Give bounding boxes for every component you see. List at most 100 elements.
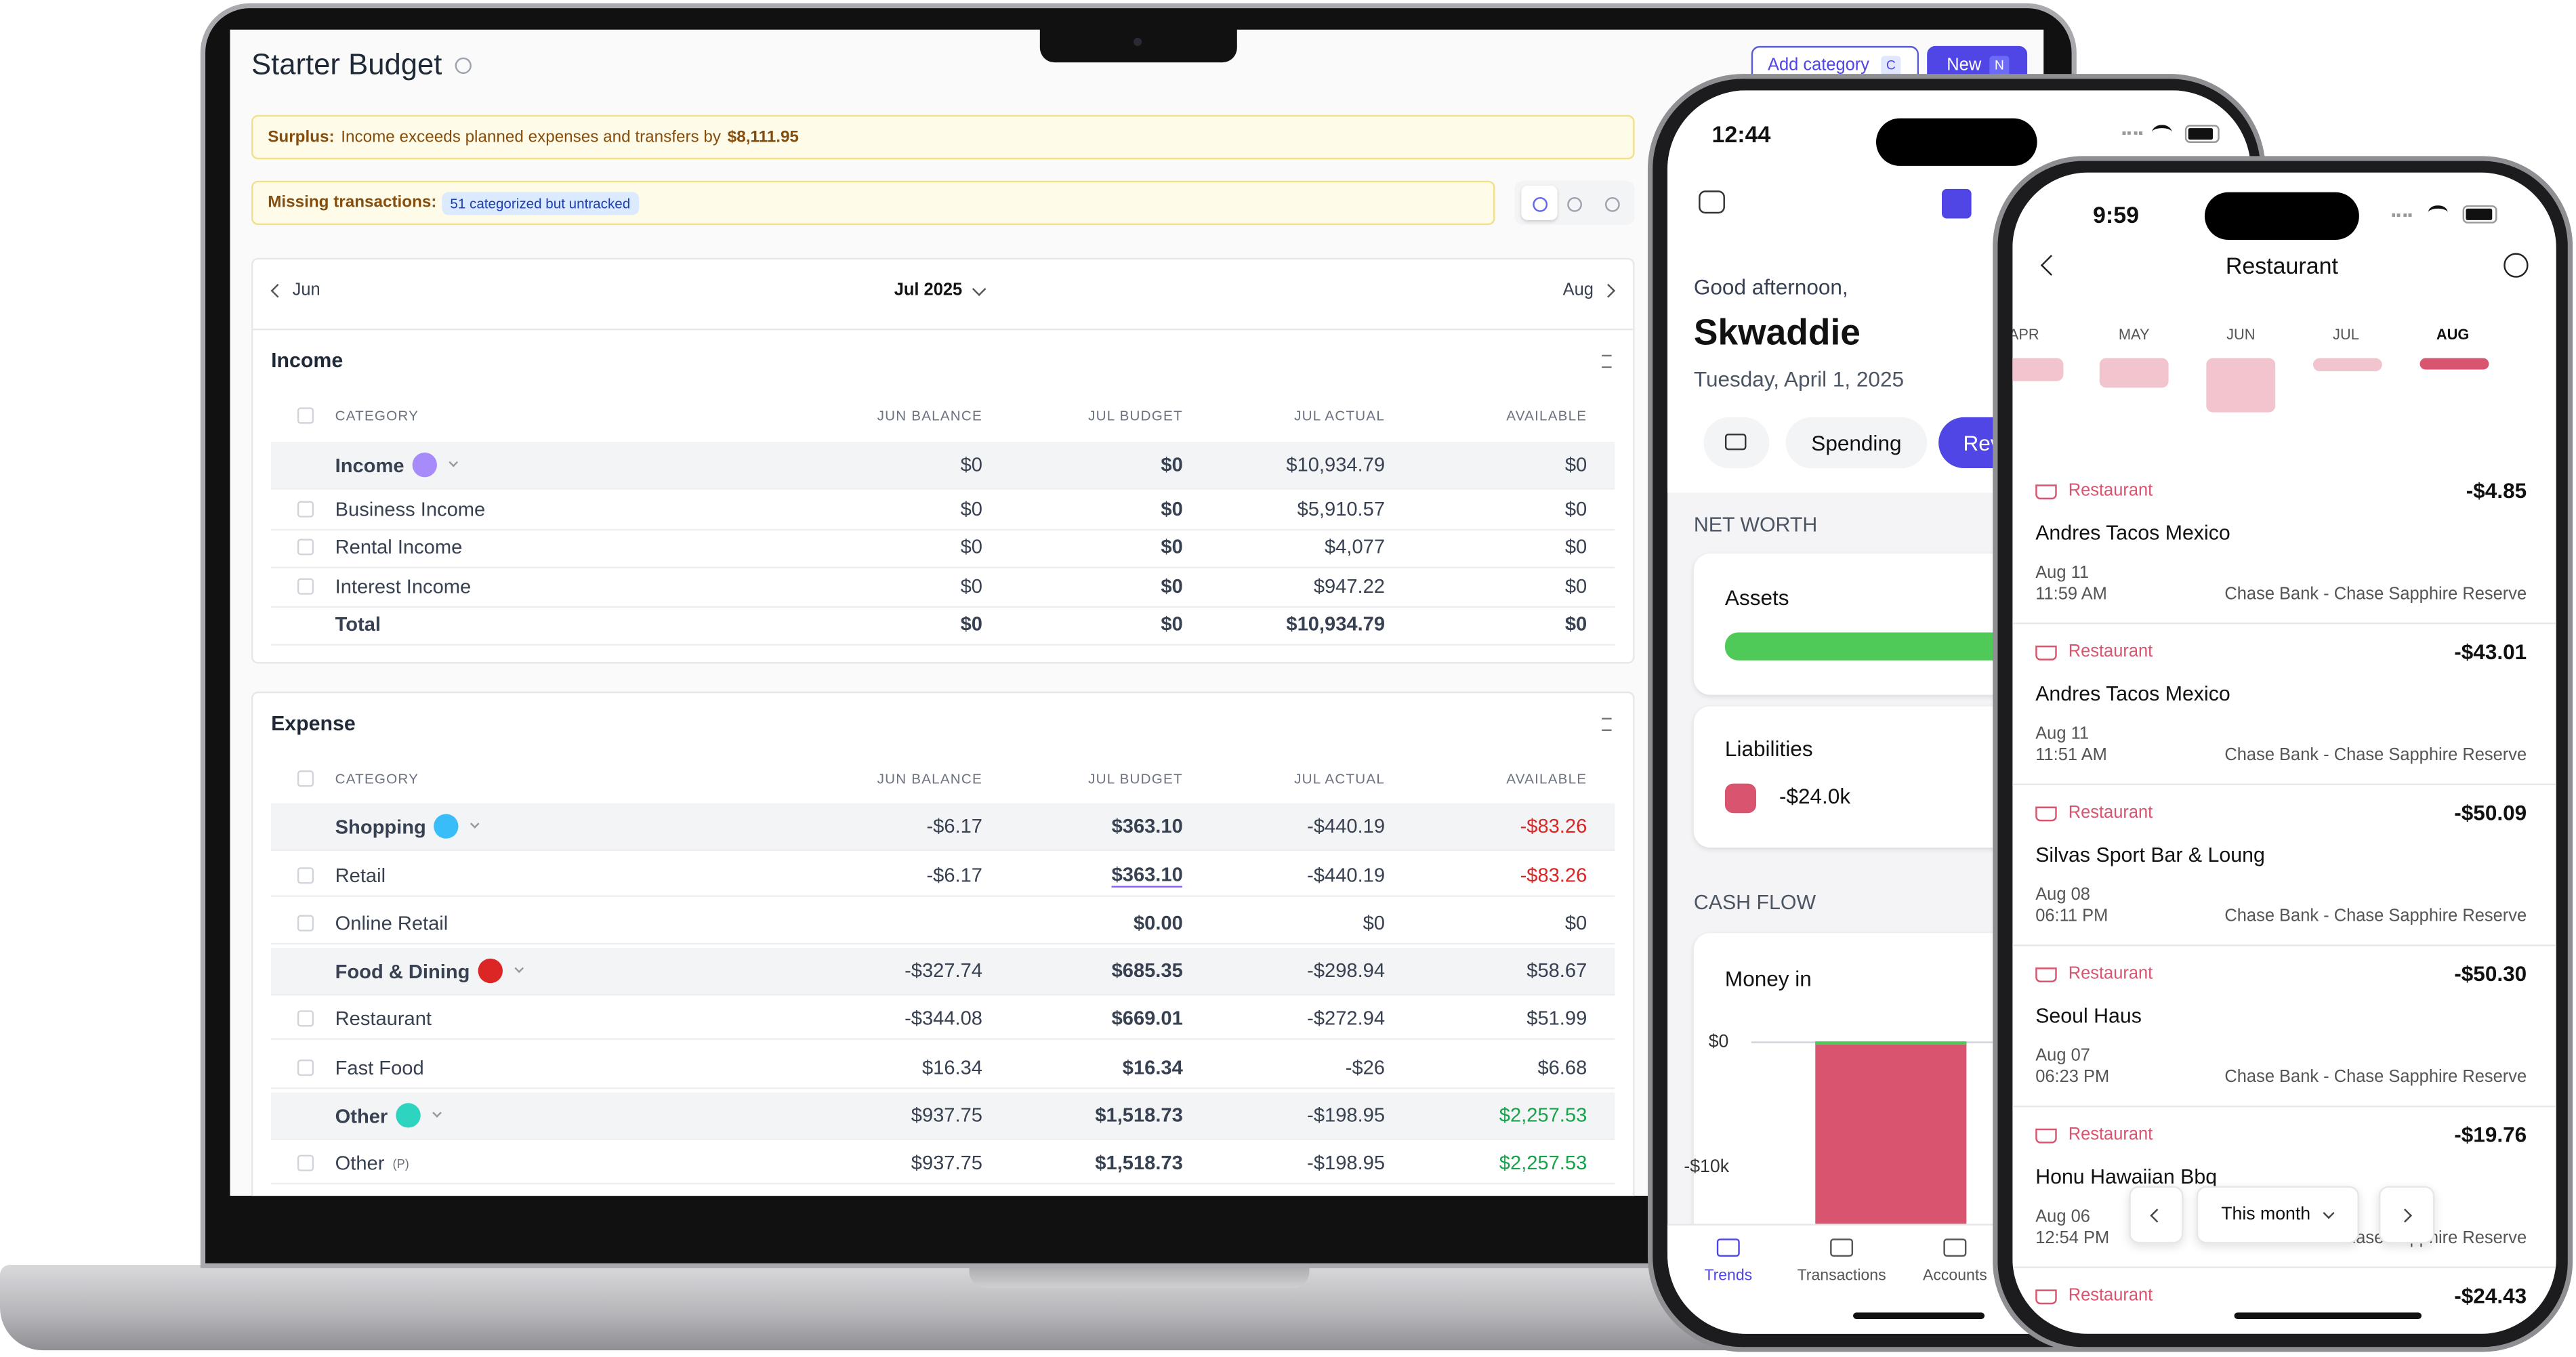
transaction-amount: -$24.43 bbox=[2454, 1283, 2527, 1308]
category-name: Food & Dining bbox=[335, 959, 470, 982]
category-name: Interest Income bbox=[335, 575, 472, 598]
dynamic-island bbox=[1876, 118, 2037, 166]
battery bbox=[2462, 205, 2497, 224]
table-cell[interactable]: $0 bbox=[1161, 497, 1183, 521]
battery-level bbox=[2188, 128, 2214, 140]
table-cell: $947.22 bbox=[1313, 575, 1386, 598]
checkbox[interactable] bbox=[297, 501, 314, 518]
category-badge bbox=[412, 453, 438, 478]
money-in-label: Money in bbox=[1724, 966, 1812, 991]
camera-button[interactable] bbox=[1703, 417, 1770, 469]
category-name: Fast Food bbox=[335, 1056, 424, 1080]
period-select[interactable] bbox=[2196, 1186, 2359, 1244]
collapse-icon[interactable] bbox=[1602, 354, 1612, 369]
table-cell[interactable]: $363.10 bbox=[1111, 814, 1183, 838]
table-cell: $0 bbox=[1564, 497, 1587, 521]
table-cell[interactable]: $0.00 bbox=[1133, 911, 1183, 935]
table-cell: -$272.94 bbox=[1307, 1006, 1386, 1030]
month-label[interactable]: JUL bbox=[2333, 326, 2359, 343]
category-cell: Income bbox=[335, 453, 459, 478]
row-divider bbox=[271, 1087, 1615, 1089]
settings-icon bbox=[455, 57, 472, 75]
section-label: CASH FLOW bbox=[1693, 891, 1816, 915]
table-cell[interactable]: $363.10 bbox=[1111, 863, 1183, 889]
table-cell: $10,934.79 bbox=[1286, 453, 1386, 476]
category-cell: Retail bbox=[335, 864, 386, 887]
liabilities-value: -$24.0k bbox=[1779, 784, 1851, 809]
collapse-icon[interactable] bbox=[1602, 717, 1612, 731]
button-label: New bbox=[1947, 55, 1982, 75]
view-icon[interactable] bbox=[1604, 196, 1619, 211]
row-divider bbox=[271, 1182, 1615, 1185]
app-logo bbox=[1941, 188, 1972, 219]
add-button[interactable] bbox=[2504, 253, 2529, 278]
tab-icon[interactable] bbox=[1943, 1238, 1967, 1257]
table-cell[interactable]: $16.34 bbox=[1122, 1056, 1183, 1079]
category-icon bbox=[2035, 645, 2057, 661]
assets-bar bbox=[1724, 632, 2037, 661]
camera bbox=[1134, 37, 1142, 46]
table-cell[interactable]: $669.01 bbox=[1111, 1006, 1183, 1030]
column-header: AVAILABLE bbox=[1506, 770, 1587, 787]
transaction-merchant: Seoul Haus bbox=[2035, 1004, 2142, 1028]
camera-icon bbox=[1724, 434, 1747, 451]
tab-icon[interactable] bbox=[1716, 1238, 1740, 1257]
month-label[interactable]: MAY bbox=[2118, 326, 2150, 343]
table-cell: -$26 bbox=[1345, 1056, 1386, 1079]
key-hint-text: N bbox=[1994, 58, 2004, 73]
month-label[interactable]: AUG bbox=[2436, 326, 2470, 343]
category-badge bbox=[478, 958, 503, 984]
assets-label: Assets bbox=[1724, 585, 1789, 610]
table-cell: -$298.94 bbox=[1307, 959, 1386, 982]
column-header: JUL BUDGET bbox=[1088, 407, 1183, 424]
transaction-time: 11:59 AM bbox=[2035, 584, 2107, 604]
transaction-amount: -$50.30 bbox=[2454, 961, 2527, 986]
checkbox[interactable] bbox=[297, 770, 314, 787]
row-divider bbox=[271, 644, 1615, 646]
tab-icon[interactable] bbox=[1830, 1238, 1854, 1257]
month-label[interactable]: JUN bbox=[2226, 326, 2256, 343]
checkbox[interactable] bbox=[297, 1154, 314, 1171]
table-cell[interactable]: $0 bbox=[1161, 535, 1183, 558]
tab-bar-label: Trends bbox=[1704, 1267, 1753, 1285]
table-cell[interactable]: $0 bbox=[1161, 453, 1183, 476]
table-cell: -$6.17 bbox=[926, 814, 982, 838]
table-cell[interactable]: $1,518.73 bbox=[1095, 1151, 1183, 1175]
surplus-label: Surplus: bbox=[268, 129, 335, 148]
table-cell: -$327.74 bbox=[905, 959, 982, 982]
tab-pill[interactable] bbox=[1785, 417, 1928, 469]
table-cell: -$6.17 bbox=[926, 863, 982, 887]
category-name: Rental Income bbox=[335, 535, 463, 559]
category-name: Business Income bbox=[335, 497, 486, 521]
chat-icon[interactable] bbox=[1699, 190, 1725, 214]
view-icon[interactable] bbox=[1532, 196, 1547, 211]
table-cell: $0 bbox=[960, 497, 982, 521]
axis-label: -$10k bbox=[1684, 1156, 1730, 1177]
checkbox[interactable] bbox=[297, 578, 314, 595]
checkbox[interactable] bbox=[297, 1010, 314, 1027]
table-cell[interactable]: $0 bbox=[1161, 575, 1183, 598]
month-label[interactable]: APR bbox=[2008, 326, 2039, 343]
checkbox[interactable] bbox=[297, 1059, 314, 1077]
view-icon[interactable] bbox=[1566, 196, 1581, 211]
table-cell[interactable]: $0 bbox=[1161, 612, 1183, 635]
table-cell: $0 bbox=[960, 453, 982, 476]
category-cell: Restaurant bbox=[335, 1007, 432, 1030]
table-cell[interactable]: $1,518.73 bbox=[1095, 1103, 1183, 1127]
table-cell[interactable]: $685.35 bbox=[1111, 959, 1183, 982]
row-divider bbox=[271, 1138, 1615, 1140]
checkbox[interactable] bbox=[297, 915, 314, 932]
month-nav bbox=[251, 257, 1635, 331]
transaction-date: Aug 06 bbox=[2035, 1207, 2090, 1227]
checkbox[interactable] bbox=[297, 867, 314, 884]
period-prev[interactable] bbox=[2129, 1186, 2184, 1244]
checkbox[interactable] bbox=[297, 407, 314, 424]
column-header: CATEGORY bbox=[335, 770, 419, 787]
nav-prev: Jun bbox=[292, 280, 320, 301]
row-divider bbox=[271, 895, 1615, 897]
checkbox[interactable] bbox=[297, 539, 314, 556]
table-cell: -$344.08 bbox=[905, 1006, 982, 1030]
table-cell: $0 bbox=[1564, 612, 1587, 635]
period-next[interactable] bbox=[2378, 1186, 2435, 1244]
surplus-amount: $8,111.95 bbox=[727, 129, 799, 148]
